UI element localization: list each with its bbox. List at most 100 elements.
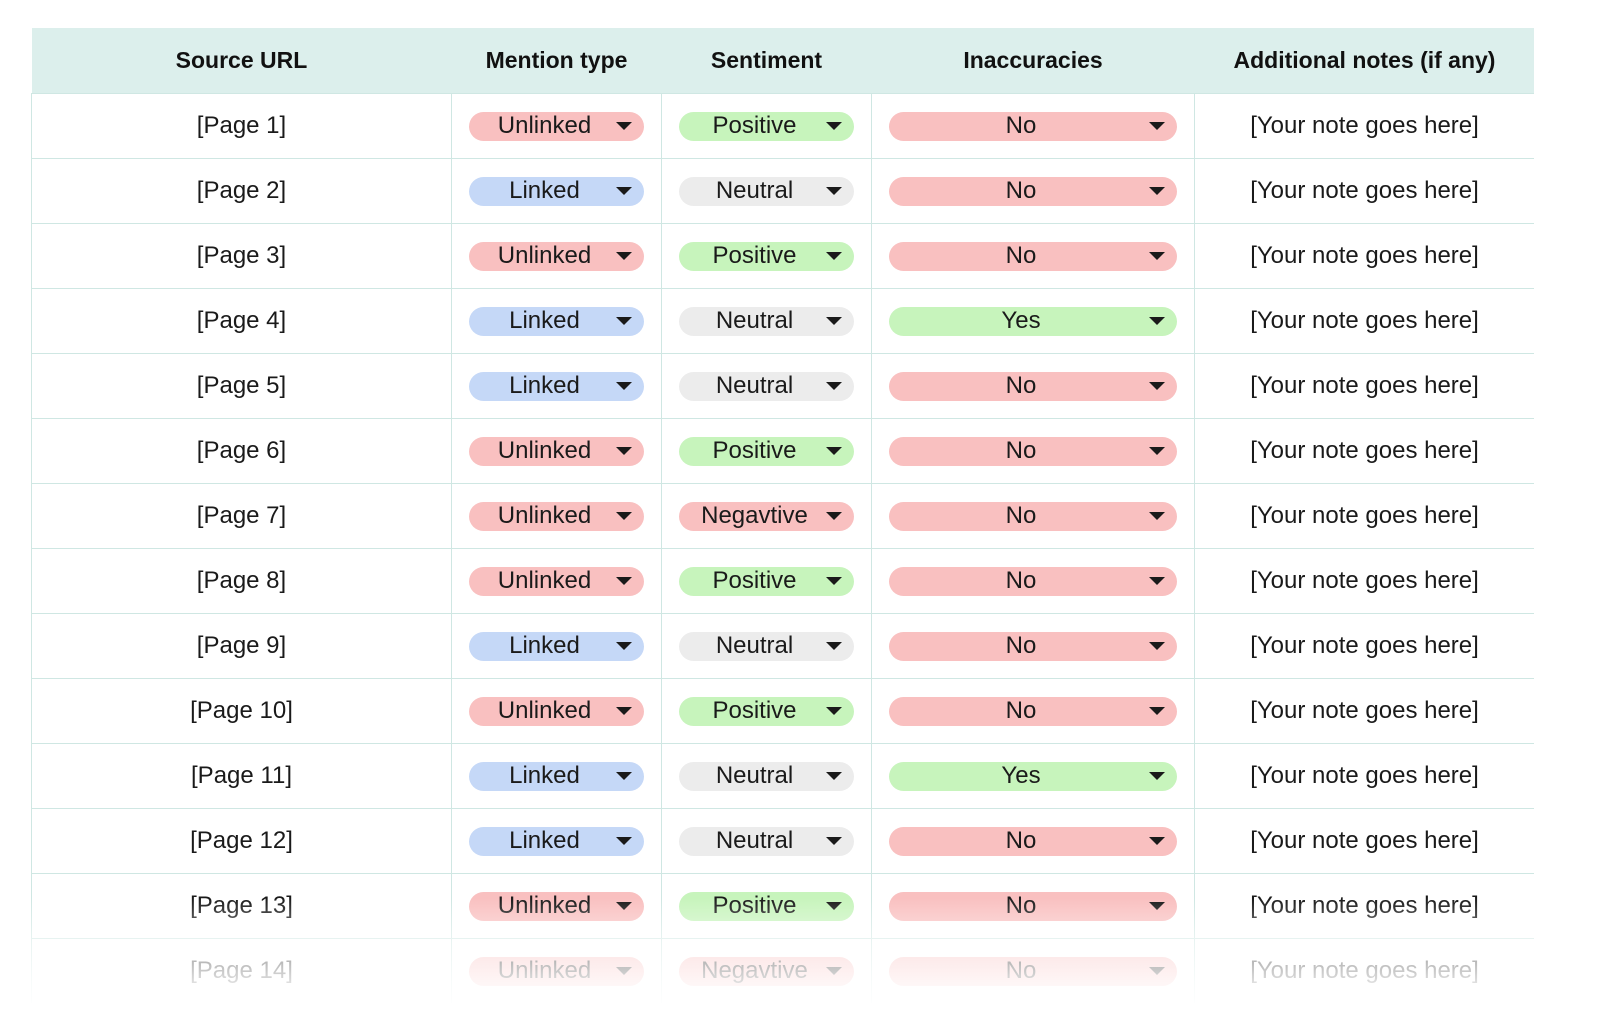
source-url-cell[interactable]: [Page 4] (31, 288, 452, 354)
mention-type-dropdown[interactable]: Unlinked (469, 241, 644, 271)
sentiment-dropdown[interactable]: Positive (679, 436, 854, 466)
chevron-down-icon[interactable] (1149, 577, 1165, 585)
chevron-down-icon[interactable] (826, 447, 842, 455)
chevron-down-icon[interactable] (826, 837, 842, 845)
inaccuracies-dropdown[interactable]: Yes (889, 761, 1177, 791)
mention-type-dropdown[interactable]: Linked (469, 631, 644, 661)
chevron-down-icon[interactable] (1149, 967, 1165, 975)
notes-cell[interactable]: [Your note goes here] (1194, 418, 1534, 484)
sentiment-dropdown[interactable]: Negavtive (679, 956, 854, 986)
chevron-down-icon[interactable] (826, 577, 842, 585)
sentiment-dropdown[interactable]: Neutral (679, 826, 854, 856)
source-url-cell[interactable]: [Page 2] (31, 158, 452, 224)
chevron-down-icon[interactable] (616, 252, 632, 260)
mention-type-dropdown[interactable]: Linked (469, 306, 644, 336)
chevron-down-icon[interactable] (616, 577, 632, 585)
inaccuracies-dropdown[interactable]: No (889, 371, 1177, 401)
notes-cell[interactable]: [Your note goes here] (1194, 158, 1534, 224)
chevron-down-icon[interactable] (616, 642, 632, 650)
notes-cell[interactable]: [Your note goes here] (1194, 353, 1534, 419)
source-url-cell[interactable]: [Page 10] (31, 678, 452, 744)
sentiment-dropdown[interactable]: Positive (679, 111, 854, 141)
chevron-down-icon[interactable] (826, 252, 842, 260)
inaccuracies-dropdown[interactable]: Yes (889, 306, 1177, 336)
chevron-down-icon[interactable] (616, 772, 632, 780)
notes-cell[interactable]: [Your note goes here] (1194, 743, 1534, 809)
sentiment-dropdown[interactable]: Neutral (679, 371, 854, 401)
sentiment-dropdown[interactable]: Positive (679, 891, 854, 921)
chevron-down-icon[interactable] (1149, 707, 1165, 715)
chevron-down-icon[interactable] (826, 317, 842, 325)
inaccuracies-dropdown[interactable]: No (889, 241, 1177, 271)
source-url-cell[interactable]: [Page 5] (31, 353, 452, 419)
chevron-down-icon[interactable] (826, 187, 842, 195)
chevron-down-icon[interactable] (616, 317, 632, 325)
inaccuracies-dropdown[interactable]: No (889, 826, 1177, 856)
source-url-cell[interactable]: [Page 13] (31, 873, 452, 939)
chevron-down-icon[interactable] (616, 122, 632, 130)
notes-cell[interactable]: [Your note goes here] (1194, 483, 1534, 549)
source-url-cell[interactable]: [Page 11] (31, 743, 452, 809)
chevron-down-icon[interactable] (616, 187, 632, 195)
notes-cell[interactable]: [Your note goes here] (1194, 288, 1534, 354)
inaccuracies-dropdown[interactable]: No (889, 631, 1177, 661)
sentiment-dropdown[interactable]: Neutral (679, 306, 854, 336)
chevron-down-icon[interactable] (616, 967, 632, 975)
source-url-cell[interactable]: [Page 7] (31, 483, 452, 549)
chevron-down-icon[interactable] (826, 382, 842, 390)
chevron-down-icon[interactable] (616, 447, 632, 455)
chevron-down-icon[interactable] (1149, 382, 1165, 390)
mention-type-dropdown[interactable]: Linked (469, 826, 644, 856)
inaccuracies-dropdown[interactable]: No (889, 956, 1177, 986)
mention-type-dropdown[interactable]: Linked (469, 371, 644, 401)
sentiment-dropdown[interactable]: Positive (679, 696, 854, 726)
inaccuracies-dropdown[interactable]: No (889, 436, 1177, 466)
mention-type-dropdown[interactable]: Unlinked (469, 696, 644, 726)
chevron-down-icon[interactable] (1149, 122, 1165, 130)
chevron-down-icon[interactable] (826, 122, 842, 130)
chevron-down-icon[interactable] (826, 902, 842, 910)
mention-type-dropdown[interactable]: Unlinked (469, 501, 644, 531)
mention-type-dropdown[interactable]: Linked (469, 761, 644, 791)
sentiment-dropdown[interactable]: Neutral (679, 631, 854, 661)
sentiment-dropdown[interactable]: Positive (679, 566, 854, 596)
notes-cell[interactable]: [Your note goes here] (1194, 678, 1534, 744)
chevron-down-icon[interactable] (1149, 772, 1165, 780)
mention-type-dropdown[interactable]: Unlinked (469, 956, 644, 986)
chevron-down-icon[interactable] (616, 837, 632, 845)
inaccuracies-dropdown[interactable]: No (889, 501, 1177, 531)
chevron-down-icon[interactable] (616, 382, 632, 390)
chevron-down-icon[interactable] (616, 512, 632, 520)
sentiment-dropdown[interactable]: Neutral (679, 176, 854, 206)
chevron-down-icon[interactable] (1149, 447, 1165, 455)
mention-type-dropdown[interactable]: Unlinked (469, 436, 644, 466)
source-url-cell[interactable]: [Page 3] (31, 223, 452, 289)
sentiment-dropdown[interactable]: Neutral (679, 761, 854, 791)
inaccuracies-dropdown[interactable]: No (889, 891, 1177, 921)
inaccuracies-dropdown[interactable]: No (889, 111, 1177, 141)
notes-cell[interactable]: [Your note goes here] (1194, 873, 1534, 939)
source-url-cell[interactable]: [Page 12] (31, 808, 452, 874)
chevron-down-icon[interactable] (826, 642, 842, 650)
source-url-cell[interactable]: [Page 1] (31, 93, 452, 159)
inaccuracies-dropdown[interactable]: No (889, 696, 1177, 726)
chevron-down-icon[interactable] (616, 902, 632, 910)
mention-type-dropdown[interactable]: Unlinked (469, 891, 644, 921)
inaccuracies-dropdown[interactable]: No (889, 176, 1177, 206)
chevron-down-icon[interactable] (1149, 837, 1165, 845)
chevron-down-icon[interactable] (1149, 642, 1165, 650)
source-url-cell[interactable]: [Page 14] (31, 938, 452, 1003)
chevron-down-icon[interactable] (616, 707, 632, 715)
chevron-down-icon[interactable] (1149, 317, 1165, 325)
mention-type-dropdown[interactable]: Unlinked (469, 566, 644, 596)
mention-type-dropdown[interactable]: Linked (469, 176, 644, 206)
notes-cell[interactable]: [Your note goes here] (1194, 548, 1534, 614)
mention-type-dropdown[interactable]: Unlinked (469, 111, 644, 141)
chevron-down-icon[interactable] (1149, 902, 1165, 910)
chevron-down-icon[interactable] (1149, 512, 1165, 520)
chevron-down-icon[interactable] (826, 967, 842, 975)
chevron-down-icon[interactable] (1149, 252, 1165, 260)
source-url-cell[interactable]: [Page 9] (31, 613, 452, 679)
source-url-cell[interactable]: [Page 8] (31, 548, 452, 614)
notes-cell[interactable]: [Your note goes here] (1194, 93, 1534, 159)
